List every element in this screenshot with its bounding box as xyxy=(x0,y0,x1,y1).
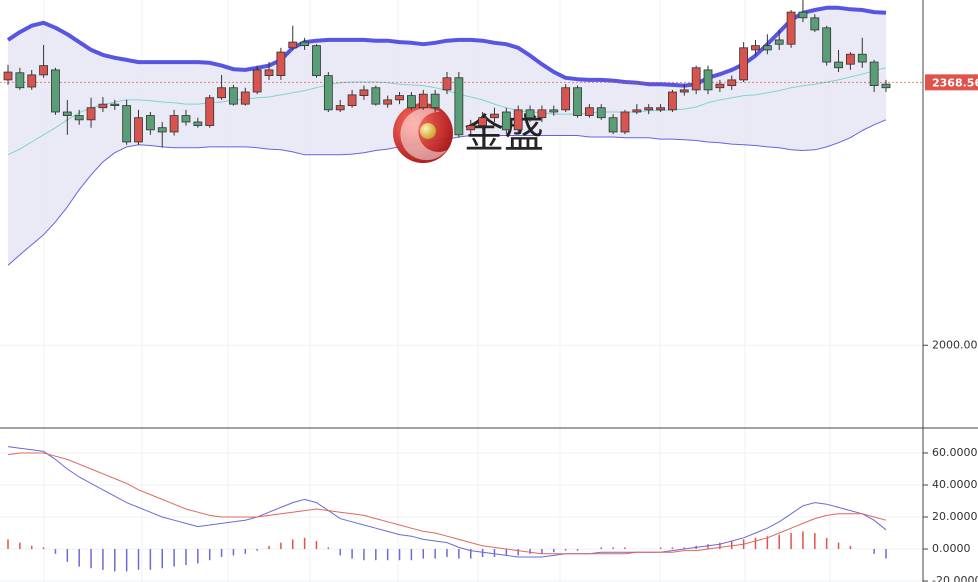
y-tick-label: -20.0000 xyxy=(932,574,978,582)
candle-body xyxy=(490,113,499,119)
candle-body xyxy=(383,99,393,105)
candle-body xyxy=(869,61,879,87)
macd-line xyxy=(7,446,887,558)
candle-body xyxy=(395,95,404,101)
candle-body xyxy=(478,117,487,126)
candle-body xyxy=(157,127,167,133)
candle-body xyxy=(632,109,642,113)
candle-body xyxy=(762,45,772,51)
candle-body xyxy=(264,69,274,77)
candle-body xyxy=(727,79,737,86)
candle-body xyxy=(549,109,559,113)
candle-body xyxy=(525,109,535,119)
candle-body xyxy=(62,111,72,116)
candle-body xyxy=(596,107,606,119)
candle-body xyxy=(786,11,796,45)
candle-body xyxy=(3,71,13,81)
candle-body xyxy=(217,87,226,99)
logo: 金盛 xyxy=(393,103,544,163)
candle-body xyxy=(169,115,179,133)
candle-body xyxy=(407,95,416,109)
y-tick-label: 60.0000 xyxy=(932,446,978,459)
candle-body xyxy=(798,11,808,19)
candle-body xyxy=(513,109,523,131)
candle-body xyxy=(691,67,701,91)
candle-body xyxy=(846,53,855,65)
candle-body xyxy=(822,27,832,63)
candle-body xyxy=(608,117,618,133)
candle-body xyxy=(454,77,464,136)
candle-body xyxy=(110,103,120,106)
candle-body xyxy=(442,77,452,91)
candle-body xyxy=(122,105,132,143)
candle-body xyxy=(86,107,96,121)
candle-body xyxy=(774,39,784,45)
candle-body xyxy=(181,115,191,123)
candle-body xyxy=(881,83,891,89)
candle-body xyxy=(300,41,310,47)
candle-body xyxy=(312,45,321,77)
candle-body xyxy=(834,61,843,69)
macd-layer xyxy=(7,446,887,572)
candle-body xyxy=(193,121,203,126)
candle-body xyxy=(418,93,428,109)
logo-coin xyxy=(420,123,436,139)
candle-body xyxy=(98,103,108,109)
last-price-label: 2368.56 xyxy=(932,76,978,89)
candle-body xyxy=(466,125,476,131)
candle-body xyxy=(276,51,286,77)
candle-body xyxy=(51,69,60,113)
candle-body xyxy=(584,107,594,116)
candle-body xyxy=(537,109,547,119)
last-price-box xyxy=(925,74,978,91)
candle-body xyxy=(39,65,48,76)
candle-body xyxy=(371,87,381,105)
y-tick-label: 0.0000 xyxy=(932,542,971,555)
candle-body xyxy=(620,111,630,133)
candle-body xyxy=(739,47,749,81)
y-tick-label: 40.0000 xyxy=(932,478,978,491)
candle-body xyxy=(27,74,37,88)
candle-body xyxy=(703,69,713,91)
candle-body xyxy=(656,107,665,111)
y-tick-label: 2000.00 xyxy=(932,338,978,351)
candle-body xyxy=(347,94,357,106)
macd-line xyxy=(7,452,887,555)
candle-body xyxy=(359,89,369,96)
candle-body xyxy=(857,53,867,63)
candle-body xyxy=(15,72,25,89)
candle-body xyxy=(430,93,440,109)
candle-body xyxy=(145,115,155,131)
candle-body xyxy=(205,97,215,126)
candle-body xyxy=(74,115,84,121)
candle-body xyxy=(240,91,250,105)
candle-body xyxy=(335,105,345,111)
candle-body xyxy=(573,87,582,116)
y-tick-label: 20.0000 xyxy=(932,510,978,523)
logo-swoosh xyxy=(400,108,447,161)
candle-body xyxy=(810,17,820,31)
candle-body xyxy=(134,117,143,143)
candle-body xyxy=(561,87,571,111)
candle-body xyxy=(668,91,677,111)
candle-body xyxy=(229,87,238,105)
candle-body xyxy=(715,83,725,89)
candle-body xyxy=(252,69,262,93)
candle-body xyxy=(644,107,654,111)
candle-body xyxy=(288,41,298,49)
candle-body xyxy=(679,89,689,93)
candle-body xyxy=(323,75,333,111)
candle-layer xyxy=(3,0,891,148)
candle-body xyxy=(501,111,511,131)
candle-body xyxy=(751,45,760,51)
